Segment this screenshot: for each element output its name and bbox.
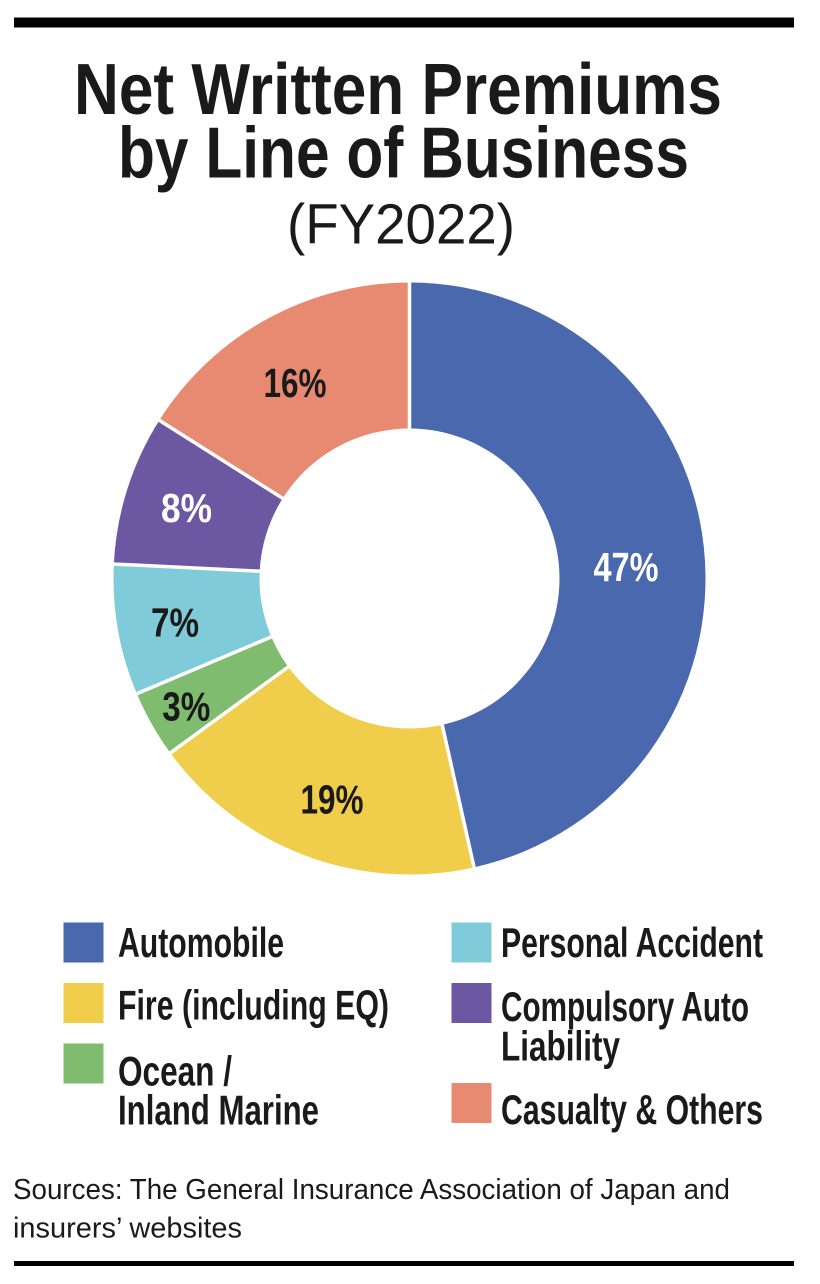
svg-text:Automobile: Automobile	[118, 919, 284, 966]
svg-text:8%: 8%	[161, 485, 212, 531]
svg-text:Sources: The General Insurance: Sources: The General Insurance Associati…	[13, 1174, 730, 1206]
svg-text:insurers’ websites: insurers’ websites	[13, 1213, 242, 1245]
svg-text:Net Written Premiums: Net Written Premiums	[74, 50, 722, 130]
svg-text:(FY2022): (FY2022)	[287, 193, 515, 257]
svg-text:7%: 7%	[151, 600, 199, 646]
svg-text:Liability: Liability	[501, 1023, 620, 1070]
svg-text:Compulsory Auto: Compulsory Auto	[501, 983, 749, 1030]
svg-text:16%: 16%	[264, 360, 327, 406]
svg-text:47%: 47%	[594, 544, 659, 590]
svg-text:3%: 3%	[162, 684, 210, 730]
svg-text:by Line of Business: by Line of Business	[118, 114, 689, 194]
svg-text:Fire (including EQ): Fire (including EQ)	[118, 982, 389, 1029]
svg-text:Inland Marine: Inland Marine	[118, 1086, 319, 1133]
svg-text:19%: 19%	[301, 777, 364, 823]
svg-text:Casualty & Others: Casualty & Others	[501, 1086, 763, 1133]
svg-text:Personal Accident: Personal Accident	[501, 919, 763, 966]
svg-text:Ocean /: Ocean /	[118, 1048, 232, 1095]
